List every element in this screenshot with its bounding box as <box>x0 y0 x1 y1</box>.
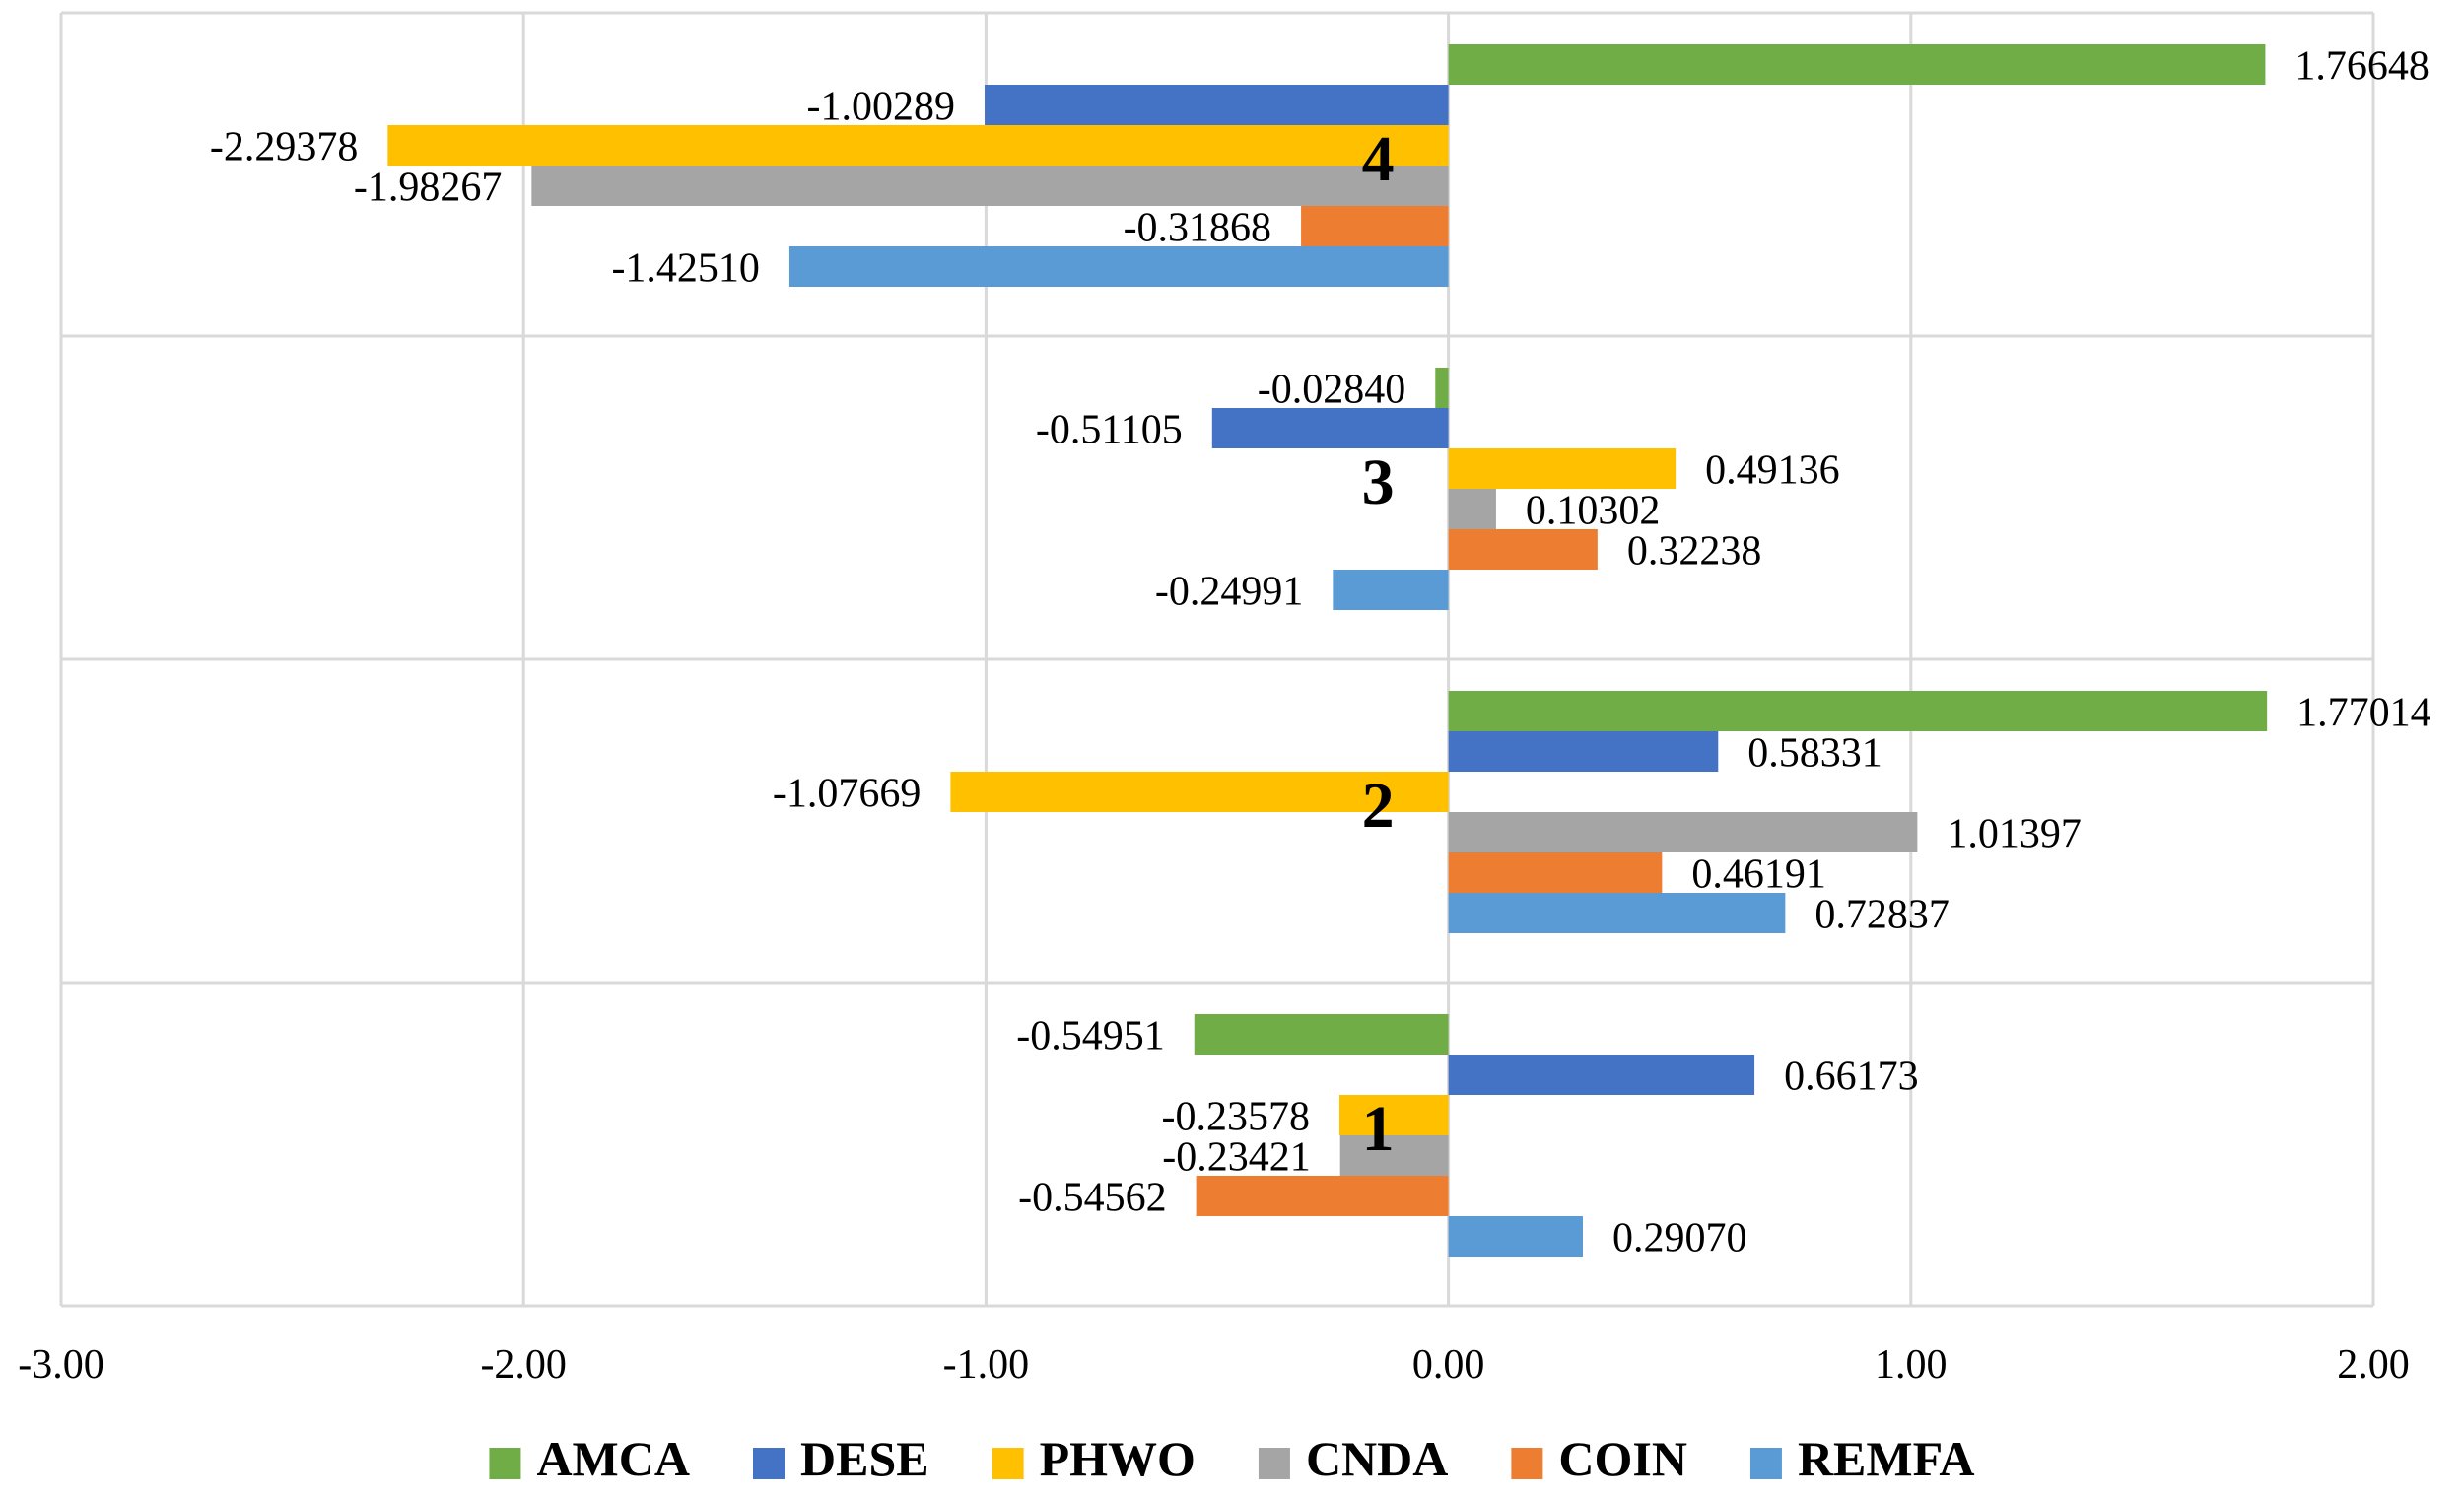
bar-coin-group-3 <box>1448 529 1598 570</box>
legend-swatch-cnda <box>1258 1448 1290 1479</box>
bar-cnda-group-2 <box>1448 812 1918 852</box>
bar-amca-group-1 <box>1194 1014 1449 1055</box>
x-tick-label: 0.00 <box>1412 1342 1485 1388</box>
bar-coin-group-1 <box>1196 1176 1449 1216</box>
bar-phwo-group-2 <box>950 772 1449 812</box>
x-axis: -3.00 -2.00 -1.00 0.00 1.00 2.00 <box>18 1342 2410 1388</box>
legend-item-phwo: PHWO <box>992 1431 1196 1486</box>
legend-label-amca: AMCA <box>536 1431 690 1486</box>
legend-label-phwo: PHWO <box>1040 1431 1196 1486</box>
bar-coin-group-4 <box>1301 206 1449 246</box>
x-tick-label: 2.00 <box>2337 1342 2410 1388</box>
bar-dese-group-3 <box>1211 408 1449 448</box>
x-tick-label: -1.00 <box>943 1342 1030 1388</box>
bar-remfa-group-3 <box>1333 570 1449 610</box>
legend-item-coin: COIN <box>1511 1431 1687 1486</box>
group-labels: 4 3 2 1 <box>1362 123 1395 1165</box>
bars <box>387 44 2268 1257</box>
legend-item-dese: DESE <box>752 1431 929 1486</box>
data-label-coin-group-3: 0.32238 <box>1627 529 1762 575</box>
data-label-remfa-group-4: -1.42510 <box>611 246 760 292</box>
bar-dese-group-4 <box>985 85 1449 125</box>
data-label-dese-group-3: -0.51105 <box>1036 408 1183 453</box>
bar-amca-group-3 <box>1435 368 1449 408</box>
group-label-2: 2 <box>1362 770 1395 842</box>
data-label-phwo-group-3: 0.49136 <box>1705 448 1840 494</box>
bar-cnda-group-3 <box>1448 489 1496 529</box>
legend-item-remfa: REMFA <box>1749 1431 1975 1486</box>
data-labels: 1.76648 -1.00289 -2.29378-1.98267 -0.31868 -… <box>210 44 2431 1261</box>
bar-coin-group-2 <box>1448 852 1663 893</box>
bar-phwo-group-3 <box>1448 448 1677 489</box>
data-label-dese-group-2: 0.58331 <box>1747 731 1882 777</box>
data-label-amca-group-3: -0.02840 <box>1258 368 1406 413</box>
group-label-3: 3 <box>1362 446 1395 518</box>
data-label-phwo-group-4: -2.29378 <box>210 125 359 170</box>
x-tick-label: 1.00 <box>1875 1342 1948 1388</box>
legend-label-coin: COIN <box>1558 1431 1687 1486</box>
legend-label-dese: DESE <box>800 1431 929 1486</box>
data-label-cnda-group-3: 0.10302 <box>1526 489 1661 534</box>
legend-swatch-amca <box>489 1448 521 1479</box>
grid-lines <box>59 11 2375 1308</box>
bar-phwo-group-4 <box>387 125 1449 166</box>
bar-cnda-group-1 <box>1339 1135 1449 1176</box>
data-label-dese-group-1: 0.66173 <box>1784 1055 1919 1100</box>
bar-remfa-group-4 <box>788 246 1449 287</box>
bar-remfa-group-2 <box>1448 893 1786 933</box>
bar-dese-group-1 <box>1448 1055 1755 1095</box>
legend-swatch-remfa <box>1749 1448 1782 1479</box>
bar-remfa-group-1 <box>1448 1216 1583 1257</box>
data-label-remfa-group-3: -0.24991 <box>1155 570 1304 615</box>
legend: AMCA DESE PHWO CNDA COIN REMFA <box>489 1431 1975 1486</box>
bar-dese-group-2 <box>1448 731 1719 772</box>
data-label-dese-group-4: -1.00289 <box>807 85 956 130</box>
bar-amca-group-2 <box>1448 691 2268 731</box>
data-label-amca-group-2: 1.77014 <box>2296 691 2431 736</box>
legend-swatch-phwo <box>992 1448 1024 1479</box>
group-label-4: 4 <box>1362 123 1395 195</box>
data-label-cnda-group-2: 1.01397 <box>1947 812 2082 857</box>
group-label-1: 1 <box>1362 1093 1395 1165</box>
data-label-remfa-group-1: 0.29070 <box>1612 1216 1747 1261</box>
data-label-cnda-group-1: -0.23421 <box>1162 1135 1311 1181</box>
data-label-phwo-group-1: -0.23578 <box>1161 1095 1310 1140</box>
legend-swatch-coin <box>1511 1448 1543 1479</box>
legend-label-cnda: CNDA <box>1306 1431 1448 1486</box>
x-tick-label: -2.00 <box>480 1342 567 1388</box>
bar-amca-group-4 <box>1448 44 2266 85</box>
data-label-amca-group-1: -0.54951 <box>1016 1014 1165 1059</box>
legend-swatch-dese <box>752 1448 785 1479</box>
data-label-coin-group-2: 0.46191 <box>1691 852 1826 898</box>
data-label-phwo-group-2: -1.07669 <box>773 772 922 817</box>
data-label-amca-group-4: 1.76648 <box>2294 44 2430 90</box>
data-label-coin-group-4: -0.31868 <box>1124 206 1272 251</box>
x-tick-label: -3.00 <box>18 1342 104 1388</box>
legend-item-amca: AMCA <box>489 1431 690 1486</box>
bar-cnda-group-4 <box>531 166 1449 206</box>
data-label-remfa-group-2: 0.72837 <box>1814 893 1950 938</box>
legend-label-remfa: REMFA <box>1798 1431 1975 1486</box>
data-label-cnda-group-4: -1.98267 <box>354 166 503 211</box>
data-label-coin-group-1: -0.54562 <box>1018 1176 1167 1221</box>
legend-item-cnda: CNDA <box>1258 1431 1448 1486</box>
bar-phwo-group-1 <box>1338 1095 1449 1135</box>
